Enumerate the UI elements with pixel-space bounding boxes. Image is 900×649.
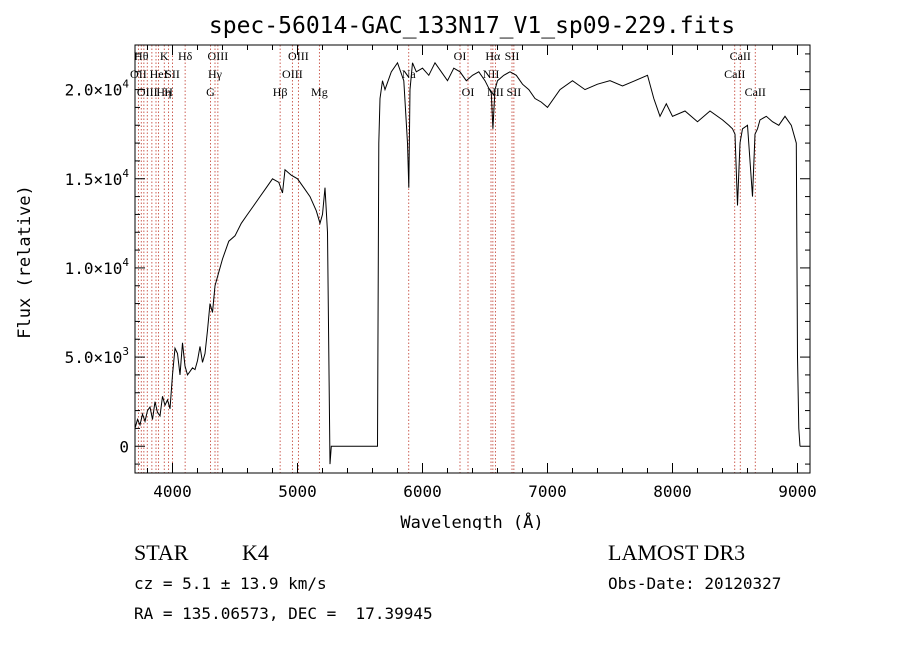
reference-line-label: Hγ bbox=[208, 67, 223, 81]
reference-line-label: SII bbox=[507, 85, 522, 99]
chart-title: spec-56014-GAC_133N17_V1_sp09-229.fits bbox=[209, 13, 735, 39]
survey-name: LAMOST DR3 bbox=[608, 540, 746, 565]
reference-line-label: OI bbox=[462, 85, 475, 99]
y-tick-label: 1.5×104 bbox=[65, 167, 130, 189]
x-tick-label: 6000 bbox=[403, 482, 442, 501]
coordinates: RA = 135.06573, DEC = 17.39945 bbox=[134, 604, 433, 623]
reference-line-label: K bbox=[160, 49, 169, 63]
reference-line-label: Hβ bbox=[273, 85, 288, 99]
reference-line-label: CaII bbox=[745, 85, 766, 99]
reference-line-label: Hθ bbox=[134, 49, 149, 63]
observation-date: Obs-Date: 20120327 bbox=[608, 574, 782, 593]
spectrum-series-line bbox=[134, 61, 801, 465]
reference-line-label: OIII bbox=[208, 49, 229, 63]
reference-line-label: OIII bbox=[137, 85, 158, 99]
y-tick-label: 5.0×103 bbox=[65, 345, 129, 367]
reference-line-label: HeI bbox=[150, 67, 168, 81]
x-axis: 4000 5000 6000 7000 8000 9000 bbox=[147, 45, 817, 501]
reference-line-label: Hδ bbox=[178, 49, 193, 63]
plot-frame bbox=[134, 44, 811, 474]
reference-line-label: OIII bbox=[282, 67, 303, 81]
reference-line-label: Hη bbox=[156, 85, 171, 99]
y-axis: 0 5.0×103 1.0×104 1.5×104 2.0×104 bbox=[65, 53, 810, 465]
reference-line-label: OIII bbox=[288, 49, 309, 63]
x-tick-label: 9000 bbox=[778, 482, 817, 501]
reference-lines bbox=[137, 45, 756, 473]
reference-line-label: CaII bbox=[724, 67, 745, 81]
reference-line-label: Na bbox=[402, 67, 417, 81]
reference-line-label: G bbox=[206, 85, 215, 99]
reference-line-label: Hα bbox=[485, 49, 501, 63]
reference-line-label: SII bbox=[505, 49, 520, 63]
reference-line-label: OII bbox=[130, 67, 147, 81]
y-axis-label: Flux (relative) bbox=[15, 185, 35, 339]
object-class: STAR bbox=[134, 540, 189, 565]
x-tick-label: 7000 bbox=[528, 482, 567, 501]
y-tick-label: 1.0×104 bbox=[65, 256, 130, 278]
redshift-cz: cz = 5.1 ± 13.9 km/s bbox=[134, 574, 327, 593]
reference-line-label: CaII bbox=[730, 49, 751, 63]
spectrum-chart: spec-56014-GAC_133N17_V1_sp09-229.fits O… bbox=[15, 13, 817, 530]
y-tick-label: 0 bbox=[119, 437, 129, 456]
object-subclass: K4 bbox=[242, 540, 269, 565]
x-tick-label: 5000 bbox=[278, 482, 317, 501]
x-tick-label: 4000 bbox=[153, 482, 192, 501]
y-tick-label: 2.0×104 bbox=[65, 78, 130, 100]
reference-line-labels: OIIHθOIIIHηHeIKHSIIHδGHγOIIIHβOIIIOIIIMg… bbox=[130, 49, 766, 99]
x-tick-label: 8000 bbox=[653, 482, 692, 501]
reference-line-label: Mg bbox=[311, 85, 328, 99]
reference-line-label: SII bbox=[165, 67, 180, 81]
reference-line-label: OI bbox=[454, 49, 467, 63]
reference-line-label: H bbox=[164, 85, 173, 99]
reference-line-label: NII bbox=[483, 67, 500, 81]
x-axis-label: Wavelength (Å) bbox=[400, 511, 543, 530]
